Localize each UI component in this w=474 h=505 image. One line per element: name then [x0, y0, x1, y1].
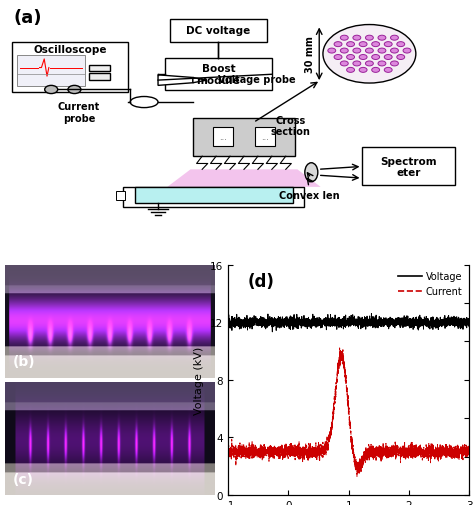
Text: (c): (c) [13, 472, 34, 486]
Circle shape [372, 42, 380, 47]
Voltage [225, 318, 231, 324]
Bar [165, 59, 272, 91]
Current [267, 454, 273, 461]
Text: (b): (b) [13, 355, 36, 369]
Circle shape [353, 36, 361, 41]
Text: ...: ... [261, 133, 269, 142]
Circle shape [365, 62, 374, 67]
Bar [363, 148, 456, 186]
Circle shape [391, 36, 399, 41]
Text: Convex len: Convex len [279, 190, 339, 200]
Current [253, 453, 258, 459]
Circle shape [353, 49, 361, 54]
Circle shape [323, 25, 416, 84]
Voltage [267, 314, 273, 320]
Ellipse shape [130, 97, 158, 109]
Current [225, 450, 231, 457]
Current [466, 446, 472, 452]
Voltage [436, 319, 442, 325]
Line: Voltage: Voltage [228, 314, 469, 332]
Circle shape [346, 42, 355, 47]
Current [436, 447, 442, 453]
Current [337, 345, 342, 351]
Voltage [369, 311, 374, 317]
Circle shape [365, 36, 374, 41]
Bar [116, 192, 125, 200]
Circle shape [45, 86, 58, 94]
Circle shape [384, 68, 392, 73]
Circle shape [384, 42, 392, 47]
Circle shape [391, 62, 399, 67]
Bar [12, 43, 128, 92]
Current [328, 431, 334, 437]
Circle shape [340, 49, 348, 54]
Bar [17, 56, 85, 87]
Text: Cross
section: Cross section [271, 116, 310, 137]
Circle shape [334, 56, 342, 61]
Text: (a): (a) [13, 10, 42, 27]
Bar [193, 119, 295, 157]
Circle shape [384, 56, 392, 61]
Text: Current
probe: Current probe [58, 102, 100, 123]
Bar [170, 20, 267, 43]
Polygon shape [193, 78, 207, 84]
Circle shape [403, 49, 411, 54]
Circle shape [346, 68, 355, 73]
Circle shape [397, 56, 405, 61]
Bar [255, 128, 275, 146]
Bar [89, 74, 110, 80]
Text: Boost
module: Boost module [197, 64, 240, 86]
Bar [135, 187, 293, 204]
Current [318, 451, 323, 457]
Circle shape [372, 56, 380, 61]
Text: Oscilloscope: Oscilloscope [33, 44, 107, 55]
Text: Spectrom
eter: Spectrom eter [381, 156, 437, 178]
Text: 30 mm: 30 mm [305, 36, 315, 73]
Circle shape [372, 68, 380, 73]
Circle shape [68, 86, 81, 94]
Voltage [253, 319, 258, 325]
Circle shape [359, 68, 367, 73]
Text: (d): (d) [247, 272, 274, 290]
Circle shape [353, 62, 361, 67]
Text: DC voltage: DC voltage [186, 26, 251, 36]
Line: Current: Current [228, 348, 469, 476]
Text: Voltage probe: Voltage probe [219, 75, 296, 84]
Y-axis label: Voltage (kV): Voltage (kV) [194, 346, 204, 414]
Circle shape [378, 36, 386, 41]
Current [354, 473, 360, 479]
Circle shape [328, 49, 336, 54]
Legend: Voltage, Current: Voltage, Current [396, 270, 465, 298]
Current [462, 446, 467, 452]
Bar [89, 66, 110, 72]
Circle shape [359, 42, 367, 47]
Circle shape [334, 42, 342, 47]
Bar [123, 187, 304, 208]
Circle shape [365, 49, 374, 54]
Circle shape [340, 36, 348, 41]
Circle shape [346, 56, 355, 61]
Voltage [328, 320, 334, 326]
Circle shape [359, 56, 367, 61]
Circle shape [340, 62, 348, 67]
Voltage [270, 329, 275, 335]
Voltage [462, 320, 467, 326]
Polygon shape [158, 76, 193, 86]
Circle shape [397, 42, 405, 47]
Ellipse shape [305, 164, 318, 182]
Voltage [466, 318, 472, 324]
Text: ...: ... [219, 133, 227, 142]
Bar [213, 128, 233, 146]
Circle shape [378, 49, 386, 54]
Circle shape [378, 62, 386, 67]
Voltage [318, 316, 323, 322]
Polygon shape [167, 170, 320, 187]
Circle shape [391, 49, 399, 54]
